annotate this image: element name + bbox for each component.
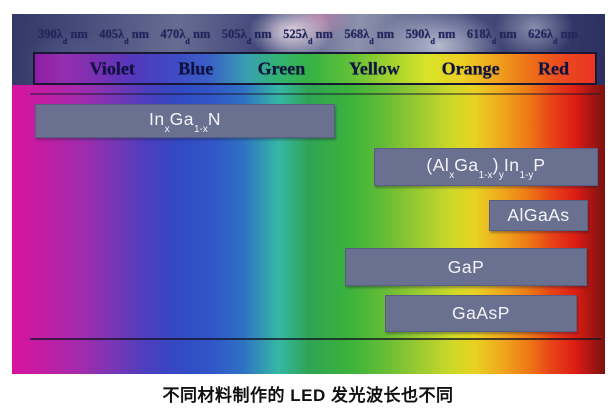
wavelength-tick-626: 626λd nm [528, 27, 578, 46]
wavelength-tick-405: 405λd nm [99, 27, 150, 46]
material-formula-ingan: InxGa1-xN [148, 109, 221, 135]
spectrum-gradient-area: InxGa1-xN (AlxGa1-x)yIn1-yP AlGaAs GaP G… [12, 85, 605, 374]
color-band-label-green: Green [257, 58, 306, 78]
wavelength-tick-568: 568λd nm [344, 27, 395, 46]
wavelength-tick-470: 470λd nm [160, 27, 211, 46]
wavelength-axis: 390λd nm 405λd nm 470λd nm 505λd nm 525λ… [38, 27, 578, 46]
material-formula-algaas: AlGaAs [507, 205, 570, 225]
material-formula-gaasp: GaAsP [452, 303, 510, 323]
material-formula-algainp: (AlxGa1-x)yIn1-yP [426, 155, 546, 181]
wavelength-tick-505: 505λd nm [221, 27, 272, 46]
material-bar-ingan: InxGa1-xN [35, 104, 335, 138]
wavelength-tick-525: 525λd nm [283, 27, 333, 46]
wavelength-tick-390: 390λd nm [38, 27, 88, 46]
material-bar-algainp: (AlxGa1-x)yIn1-yP [374, 148, 598, 186]
color-band-label-red: Red [538, 58, 570, 78]
material-formula-gap: GaP [447, 256, 485, 277]
figure-caption: 不同材料制作的 LED 发光波长也不同 [162, 386, 454, 405]
color-band-label-orange: Orange [441, 58, 500, 78]
divider-line-top [30, 93, 601, 95]
color-band-label-blue: Blue [178, 58, 214, 78]
wavelength-tick-618: 618λd nm [466, 27, 517, 46]
led-spectrum-figure: 390λd nm 405λd nm 470λd nm 505λd nm 525λ… [12, 14, 605, 374]
color-band-label-violet: Violet [89, 58, 135, 78]
spectrum-color-bar: Violet Blue Green Yellow Orange Red [33, 52, 597, 85]
material-bar-algaas: AlGaAs [489, 200, 588, 231]
divider-line-bottom [30, 338, 601, 340]
wavelength-tick-590: 590λd nm [405, 27, 456, 46]
photo-header-band: 390λd nm 405λd nm 470λd nm 505λd nm 525λ… [12, 14, 605, 85]
material-bar-gap: GaP [345, 248, 587, 286]
material-bar-gaasp: GaAsP [385, 295, 577, 332]
color-band-label-yellow: Yellow [348, 58, 400, 78]
